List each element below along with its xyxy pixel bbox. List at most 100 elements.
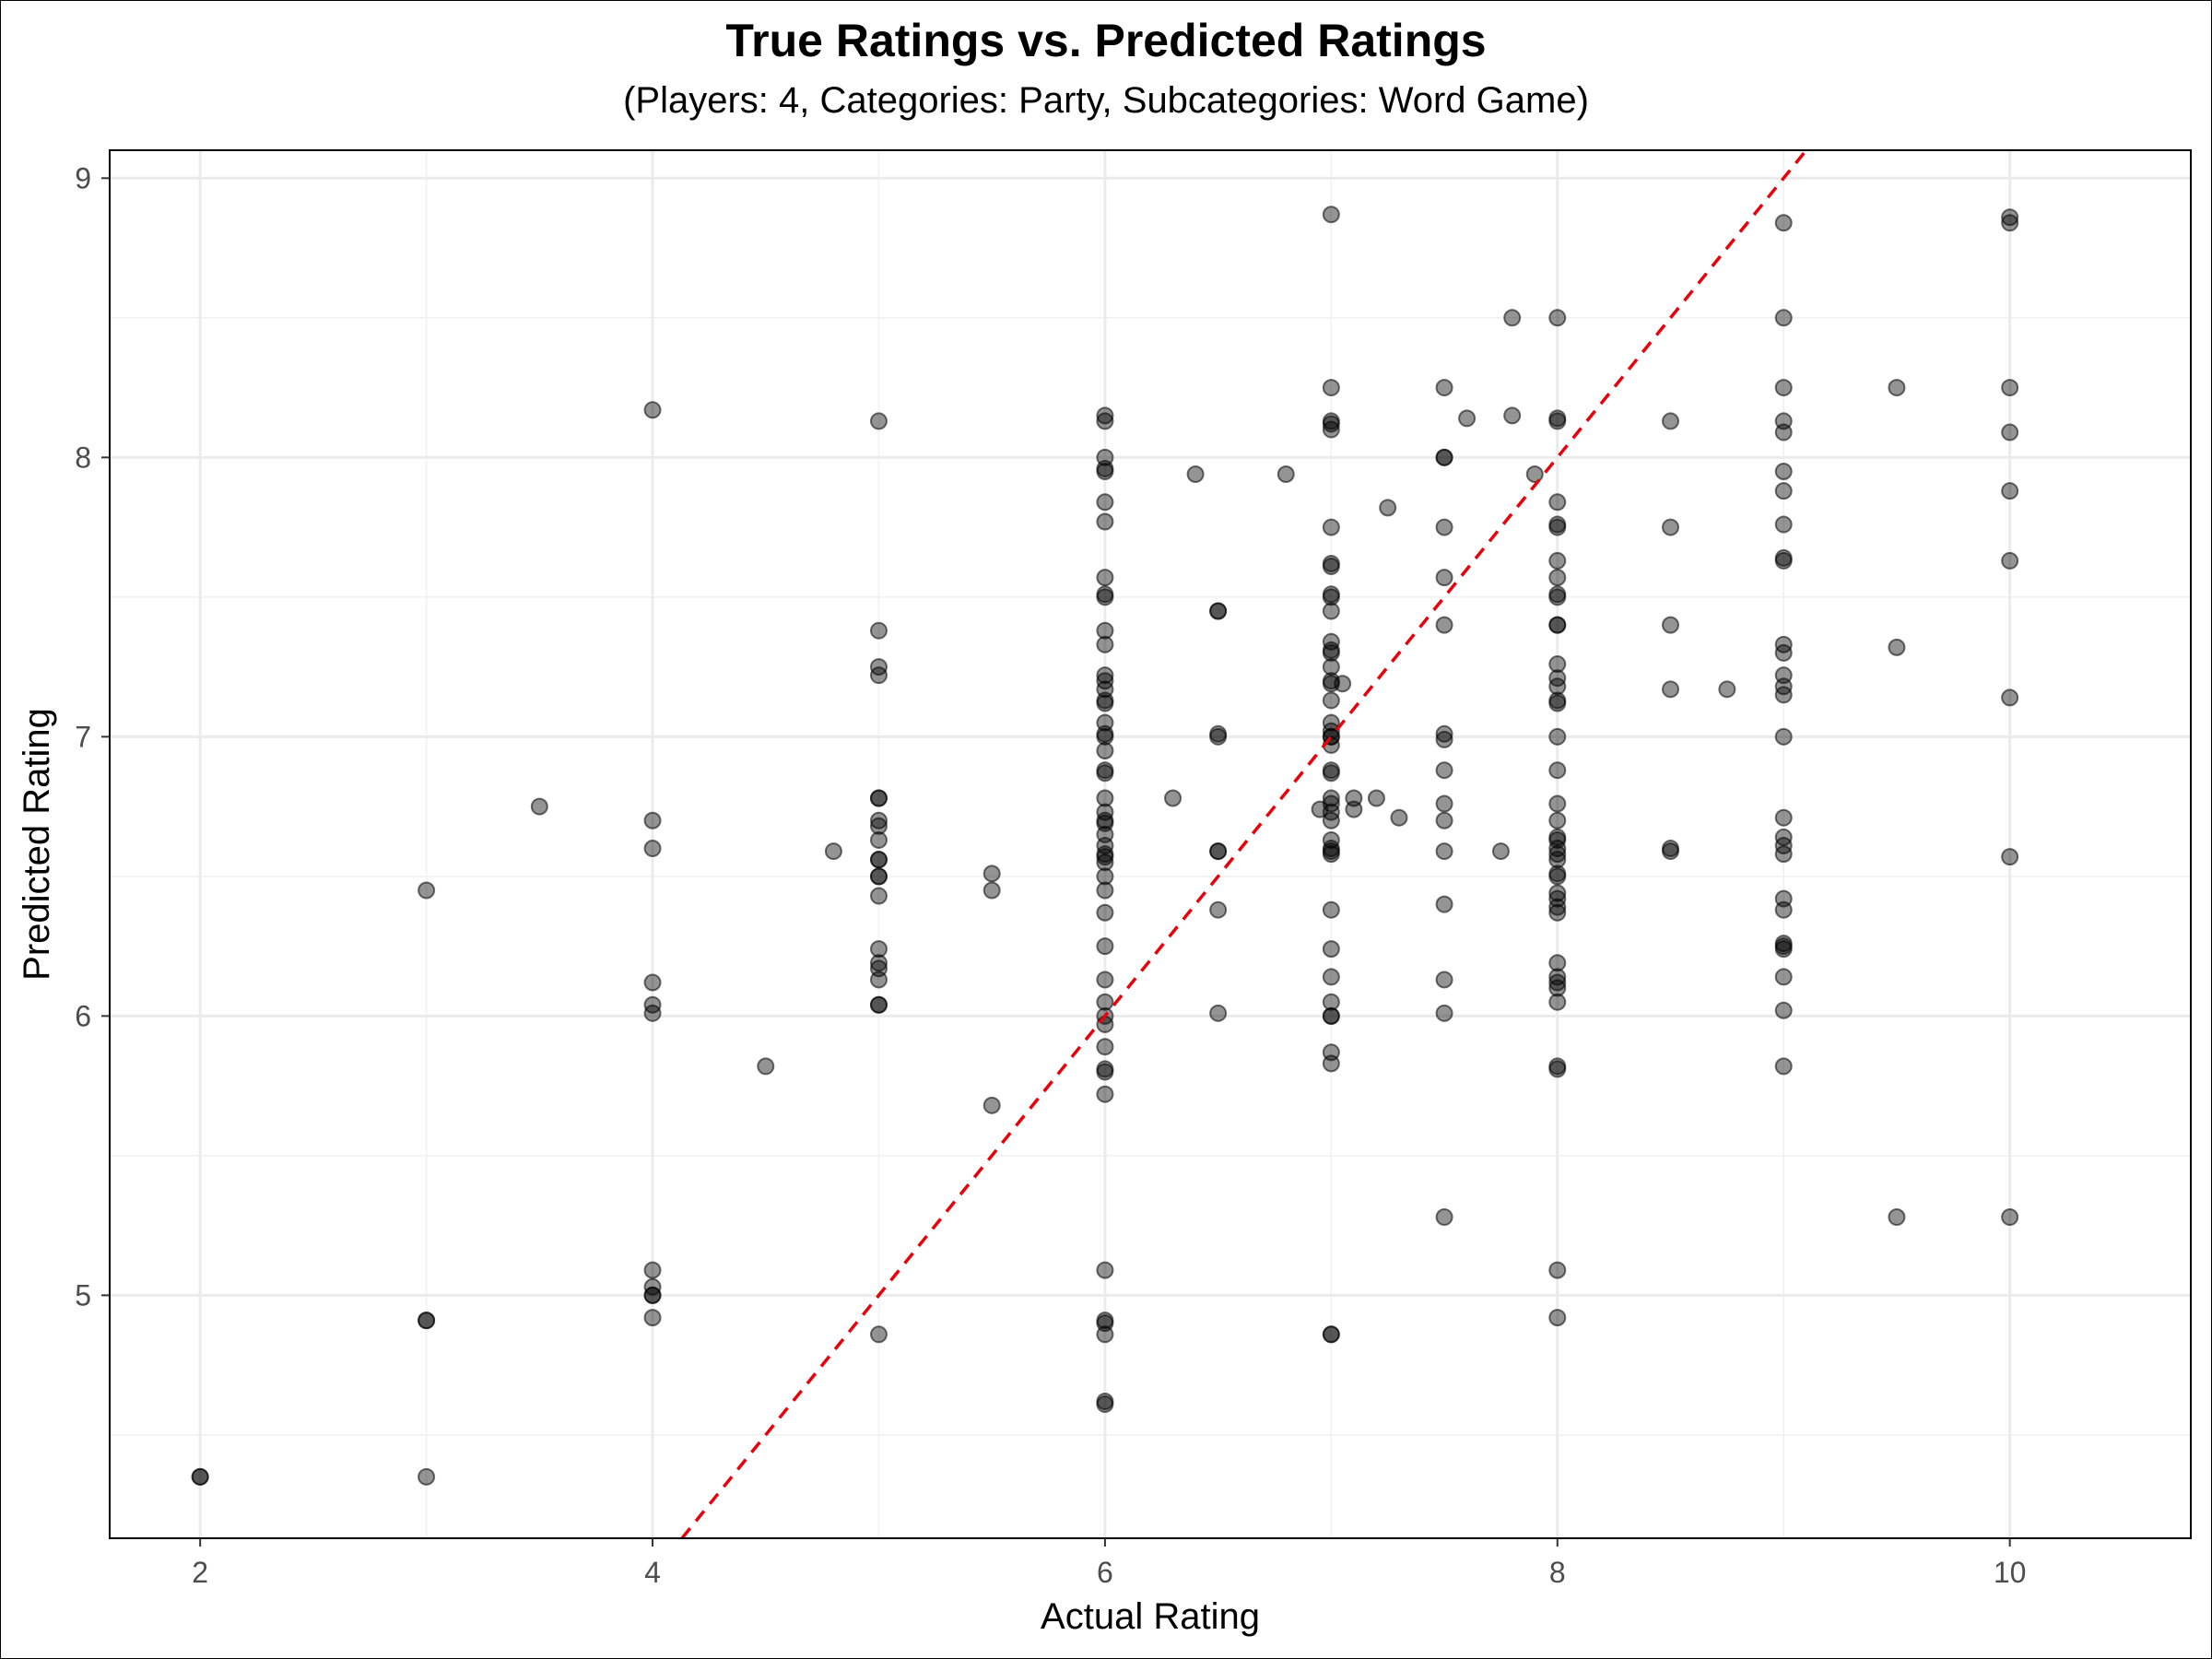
data-point (1096, 1325, 1114, 1344)
data-point (869, 789, 888, 807)
x-tick-label: 8 (1549, 1556, 1566, 1589)
data-point (1096, 1395, 1114, 1414)
y-axis-title: Predicted Rating (17, 708, 57, 981)
data-point (2001, 551, 2019, 570)
y-tick-label: 7 (75, 720, 91, 753)
x-tick-label: 6 (1097, 1556, 1113, 1589)
y-tick-label: 8 (75, 441, 91, 474)
plot-panel-border (109, 149, 2192, 1539)
x-tick-label: 10 (1994, 1556, 2027, 1589)
data-point (1774, 551, 1793, 570)
data-point (1345, 800, 1363, 818)
data-point (869, 940, 888, 959)
data-point (1548, 898, 1567, 916)
data-point (1435, 794, 1453, 813)
data-point (982, 865, 1001, 883)
data-point (643, 1286, 662, 1304)
data-point (530, 797, 548, 816)
data-point (1548, 954, 1567, 972)
data-point (1379, 499, 1397, 517)
data-point (1662, 842, 1679, 861)
data-point (1096, 853, 1114, 872)
data-point (1322, 811, 1340, 830)
data-point (643, 973, 662, 992)
data-point (1277, 465, 1295, 484)
data-point (1774, 309, 1793, 327)
data-point (1548, 903, 1567, 922)
data-point (1096, 635, 1114, 653)
data-point (2001, 848, 2019, 866)
data-point (2001, 423, 2019, 441)
data-point (1774, 1001, 1793, 1019)
data-point (1435, 842, 1453, 861)
data-point (1322, 789, 1340, 807)
x-axis-title: Actual Rating (1041, 1596, 1260, 1637)
data-point (1209, 900, 1228, 919)
x-tick-label: 2 (192, 1556, 208, 1589)
data-point (1548, 1261, 1567, 1279)
data-point (1774, 379, 1793, 397)
data-point (1322, 206, 1340, 224)
data-point (869, 887, 888, 905)
data-point (1322, 415, 1340, 433)
data-point (1662, 412, 1679, 430)
data-point (1435, 448, 1453, 466)
data-point (869, 954, 888, 972)
data-point (1096, 1015, 1114, 1033)
x-axis-ticks: 2 4 6 8 10 (192, 1538, 2026, 1589)
data-point (1548, 694, 1567, 712)
data-point (1209, 602, 1228, 620)
data-point (1774, 808, 1793, 827)
data-point (1548, 569, 1567, 587)
data-point (1322, 602, 1340, 620)
data-point (1774, 515, 1793, 534)
data-point (1435, 1208, 1453, 1227)
data-point (1096, 406, 1114, 425)
data-point (1096, 621, 1114, 640)
data-point (1096, 1085, 1114, 1103)
data-point (1774, 940, 1793, 959)
data-point (869, 1325, 888, 1344)
data-point (1322, 420, 1340, 439)
data-point (1774, 214, 1793, 232)
data-point (1322, 940, 1340, 959)
data-point (1096, 848, 1114, 866)
y-tick-label: 9 (75, 161, 91, 194)
data-point (1548, 493, 1567, 512)
data-point (1548, 979, 1567, 997)
data-point (1548, 551, 1567, 570)
data-point (982, 881, 1001, 900)
data-point (1096, 1063, 1114, 1081)
data-point (869, 621, 888, 640)
data-point (1435, 616, 1453, 634)
data-point (1334, 675, 1352, 693)
data-point (1491, 842, 1510, 861)
data-point (1096, 588, 1114, 606)
data-points (191, 206, 2019, 1486)
data-point (869, 971, 888, 989)
data-point (1548, 794, 1567, 813)
data-point (643, 811, 662, 830)
data-point (1548, 845, 1567, 864)
data-point (869, 995, 888, 1014)
data-point (1503, 406, 1522, 425)
data-point (869, 817, 888, 835)
data-point (1548, 993, 1567, 1011)
data-point (1435, 895, 1453, 913)
data-point (1774, 968, 1793, 986)
data-point (1774, 727, 1793, 746)
data-point (1096, 1261, 1114, 1279)
data-point (1435, 724, 1453, 743)
data-point (1774, 462, 1793, 480)
data-point (1774, 900, 1793, 919)
data-point (1367, 789, 1385, 807)
data-point (2001, 208, 2019, 227)
data-point (869, 830, 888, 849)
data-point (1548, 811, 1567, 830)
data-point (1096, 903, 1114, 922)
data-point (824, 842, 842, 861)
data-point (2001, 1208, 2019, 1227)
data-point (643, 840, 662, 858)
